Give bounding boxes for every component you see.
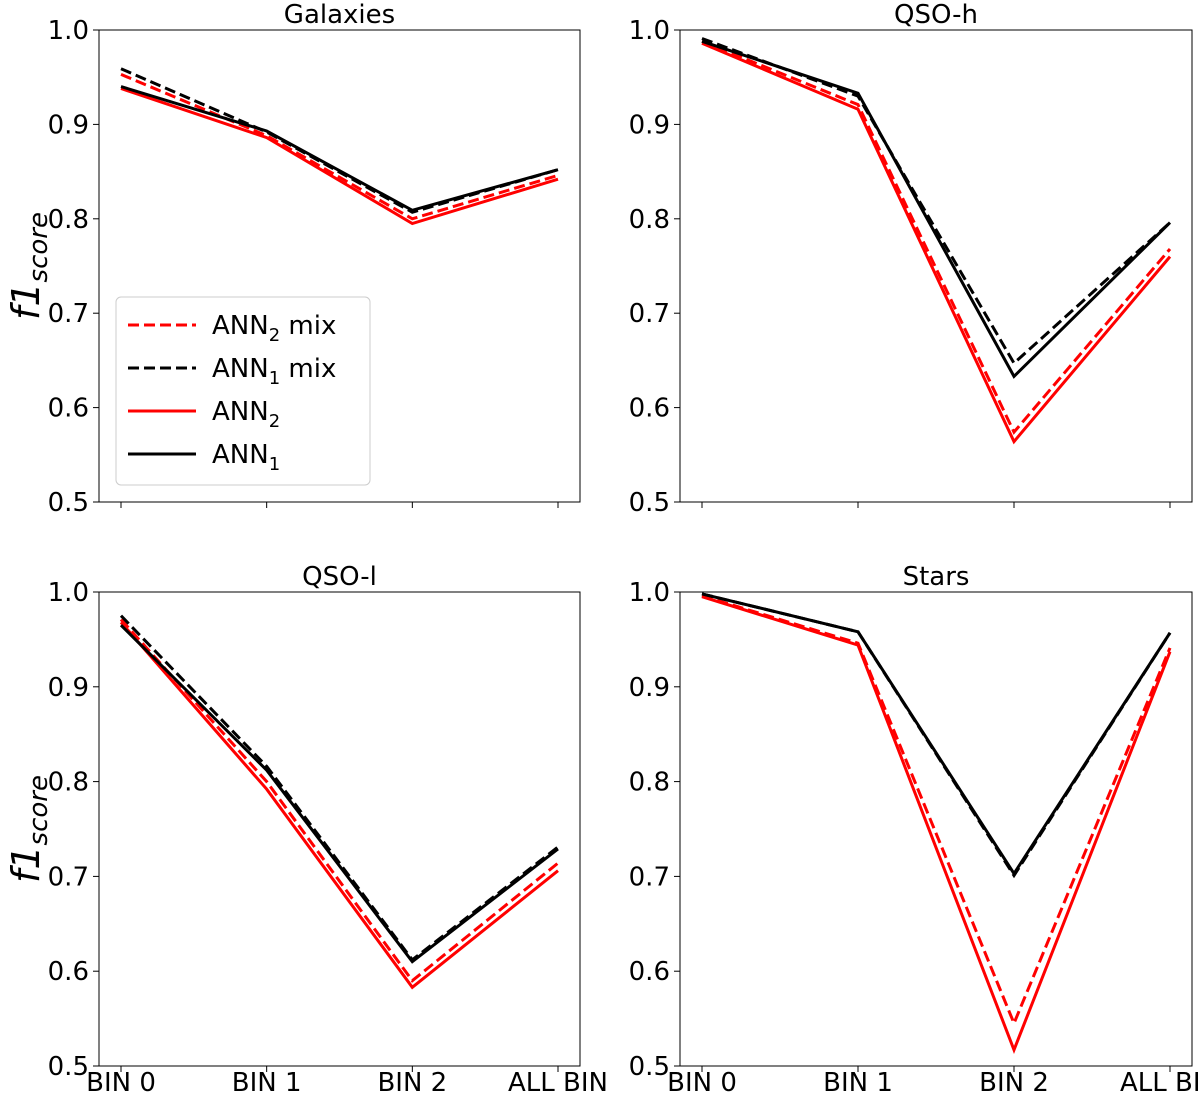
plot-frame bbox=[98, 29, 581, 503]
y-tick-label: 0.9 bbox=[629, 110, 670, 140]
series-line-ann1mix bbox=[119, 614, 559, 962]
series-line-ann1mix bbox=[701, 37, 1172, 366]
y-tick-label: 0.5 bbox=[629, 1052, 670, 1082]
y-tick-label: 1.0 bbox=[629, 578, 670, 608]
y-tick-label: 0.5 bbox=[629, 488, 670, 518]
y-tick-label: 0.9 bbox=[48, 673, 89, 703]
series-line-ann2mix bbox=[120, 73, 559, 221]
series-line-ann2mix bbox=[701, 39, 1172, 435]
legend: ANN2 mix ANN1 mix ANN2 ANN1 bbox=[115, 296, 371, 486]
x-tick-label-bin-0: BIN 0 bbox=[86, 1068, 156, 1097]
y-tick-label: 0.8 bbox=[48, 768, 89, 798]
panel-title: QSO-l bbox=[302, 562, 377, 592]
series-line-ann1 bbox=[701, 592, 1172, 877]
y-tick-label: 0.6 bbox=[629, 957, 670, 987]
legend-label-ann1: ANN1 bbox=[212, 440, 280, 475]
plot-frame bbox=[679, 591, 1193, 1067]
series-line-ann2 bbox=[701, 41, 1172, 445]
series-line-ann2mix bbox=[701, 594, 1172, 1028]
y-tick-label: 0.6 bbox=[48, 394, 89, 424]
y-tick-label: 0.9 bbox=[629, 673, 670, 703]
x-tick-label-bin-1: BIN 1 bbox=[823, 1068, 893, 1097]
y-axis-label: f1score bbox=[4, 212, 54, 320]
panel-stars: Stars 0.5 0.6 0.7 0.8 0.9 1.0 BIN 0 BIN 1 BIN 2 AL… bbox=[629, 562, 1200, 1097]
panel-qso-h: QSO-h 0.5 0.6 0.7 0.8 0.9 1.0 bbox=[629, 0, 1193, 518]
y-tick-label: 0.7 bbox=[629, 862, 670, 892]
y-tick-label: 0.8 bbox=[48, 205, 89, 235]
x-tick-label-all-bin: ALL BIN bbox=[1120, 1068, 1200, 1097]
series-line-ann1mix bbox=[120, 67, 559, 214]
y-tick-label: 0.7 bbox=[48, 299, 89, 329]
series-line-ann1 bbox=[701, 39, 1172, 379]
panel-title: Galaxies bbox=[284, 0, 395, 30]
series-line-ann2mix bbox=[119, 618, 559, 983]
panel-galaxies: Galaxies 0.5 0.6 0.7 0.8 0.9 1.0 f1score ANN2 mi… bbox=[4, 0, 581, 518]
series-line-ann2 bbox=[701, 595, 1172, 1055]
y-tick-label: 1.0 bbox=[629, 16, 670, 46]
x-tick-label-bin-1: BIN 1 bbox=[232, 1068, 302, 1097]
x-tick-label-all-bin: ALL BIN bbox=[508, 1068, 608, 1097]
series-line-ann1 bbox=[119, 624, 559, 964]
legend-label-ann2mix: ANN2 mix bbox=[212, 311, 336, 346]
panel-qso-l: QSO-l 0.5 0.6 0.7 0.8 0.9 1.0 BIN 0 BIN 1 BIN 2 AL… bbox=[4, 562, 608, 1097]
panel-title: Stars bbox=[903, 562, 970, 592]
series-line-ann1 bbox=[120, 85, 559, 212]
y-axis-label: f1score bbox=[4, 775, 54, 883]
y-tick-label: 0.7 bbox=[629, 299, 670, 329]
y-tick-label: 0.6 bbox=[48, 957, 89, 987]
y-tick-label: 0.6 bbox=[629, 394, 670, 424]
x-tick-label-bin-0: BIN 0 bbox=[667, 1068, 737, 1097]
y-tick-label: 0.8 bbox=[629, 768, 670, 798]
y-tick-label: 0.5 bbox=[48, 1052, 89, 1082]
y-tick-label: 0.5 bbox=[48, 488, 89, 518]
legend-box bbox=[115, 296, 371, 486]
plot-frame bbox=[679, 29, 1193, 503]
series-line-ann2 bbox=[119, 621, 559, 990]
legend-label-ann1mix: ANN1 mix bbox=[212, 354, 336, 389]
panel-title: QSO-h bbox=[894, 0, 978, 30]
y-tick-label: 0.7 bbox=[48, 862, 89, 892]
y-tick-label: 1.0 bbox=[48, 578, 89, 608]
y-tick-label: 1.0 bbox=[48, 16, 89, 46]
x-tick-label-bin-2: BIN 2 bbox=[377, 1068, 447, 1097]
series-line-ann2 bbox=[120, 87, 559, 226]
y-tick-label: 0.9 bbox=[48, 110, 89, 140]
legend-label-ann2: ANN2 bbox=[212, 397, 280, 432]
y-tick-label: 0.8 bbox=[629, 205, 670, 235]
x-tick-label-bin-2: BIN 2 bbox=[979, 1068, 1049, 1097]
plot-frame bbox=[98, 591, 581, 1067]
